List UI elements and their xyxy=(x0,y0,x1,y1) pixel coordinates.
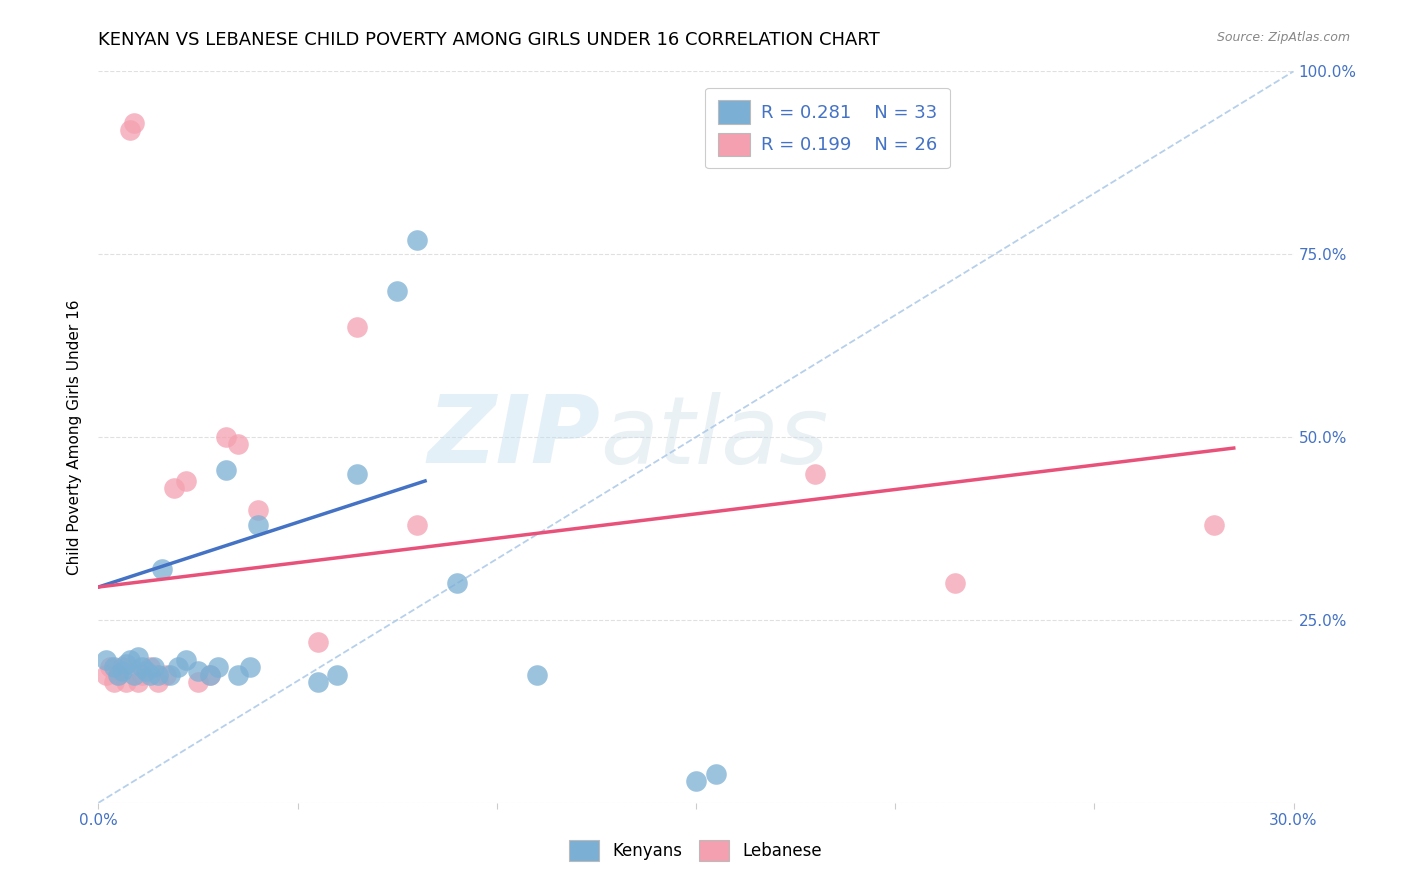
Point xyxy=(943,576,966,591)
Point xyxy=(215,463,238,477)
Point xyxy=(111,660,134,674)
Point xyxy=(307,675,329,690)
Point xyxy=(704,766,727,780)
Point xyxy=(346,467,368,481)
Point xyxy=(804,467,827,481)
Point xyxy=(446,576,468,591)
Point xyxy=(385,284,409,298)
Point xyxy=(103,660,125,674)
Point xyxy=(148,667,170,681)
Point xyxy=(96,667,118,681)
Point xyxy=(187,664,209,678)
Point xyxy=(346,320,368,334)
Text: Source: ZipAtlas.com: Source: ZipAtlas.com xyxy=(1216,31,1350,45)
Point xyxy=(143,660,166,674)
Point xyxy=(127,675,149,690)
Point xyxy=(139,667,162,681)
Point xyxy=(174,474,197,488)
Point xyxy=(198,667,221,681)
Point xyxy=(1202,517,1225,532)
Point xyxy=(246,517,269,532)
Point xyxy=(115,657,138,671)
Point xyxy=(226,667,249,681)
Point xyxy=(127,649,149,664)
Point xyxy=(139,660,162,674)
Point xyxy=(167,660,190,674)
Text: KENYAN VS LEBANESE CHILD POVERTY AMONG GIRLS UNDER 16 CORRELATION CHART: KENYAN VS LEBANESE CHILD POVERTY AMONG G… xyxy=(98,31,880,49)
Point xyxy=(107,667,129,681)
Point xyxy=(120,653,142,667)
Point xyxy=(226,437,249,451)
Point xyxy=(111,664,134,678)
Point xyxy=(103,675,125,690)
Point xyxy=(307,635,329,649)
Point xyxy=(207,660,229,674)
Text: ZIP: ZIP xyxy=(427,391,600,483)
Point xyxy=(174,653,197,667)
Point xyxy=(115,675,138,690)
Point xyxy=(131,660,153,674)
Point xyxy=(100,660,122,674)
Point xyxy=(215,430,238,444)
Point xyxy=(685,773,707,788)
Point xyxy=(246,503,269,517)
Point xyxy=(96,653,118,667)
Point xyxy=(326,667,349,681)
Legend: Kenyans, Lebanese: Kenyans, Lebanese xyxy=(562,833,830,868)
Point xyxy=(131,667,153,681)
Point xyxy=(526,667,548,681)
Point xyxy=(150,562,173,576)
Point xyxy=(198,667,221,681)
Point xyxy=(135,664,157,678)
Point xyxy=(124,667,146,681)
Point xyxy=(159,667,181,681)
Point xyxy=(406,517,429,532)
Point xyxy=(163,481,186,495)
Y-axis label: Child Poverty Among Girls Under 16: Child Poverty Among Girls Under 16 xyxy=(67,300,83,574)
Point xyxy=(107,667,129,681)
Point xyxy=(406,233,429,247)
Text: atlas: atlas xyxy=(600,392,828,483)
Point xyxy=(124,115,146,129)
Point xyxy=(155,667,177,681)
Point xyxy=(148,675,170,690)
Point xyxy=(187,675,209,690)
Point xyxy=(239,660,262,674)
Point xyxy=(120,123,142,137)
